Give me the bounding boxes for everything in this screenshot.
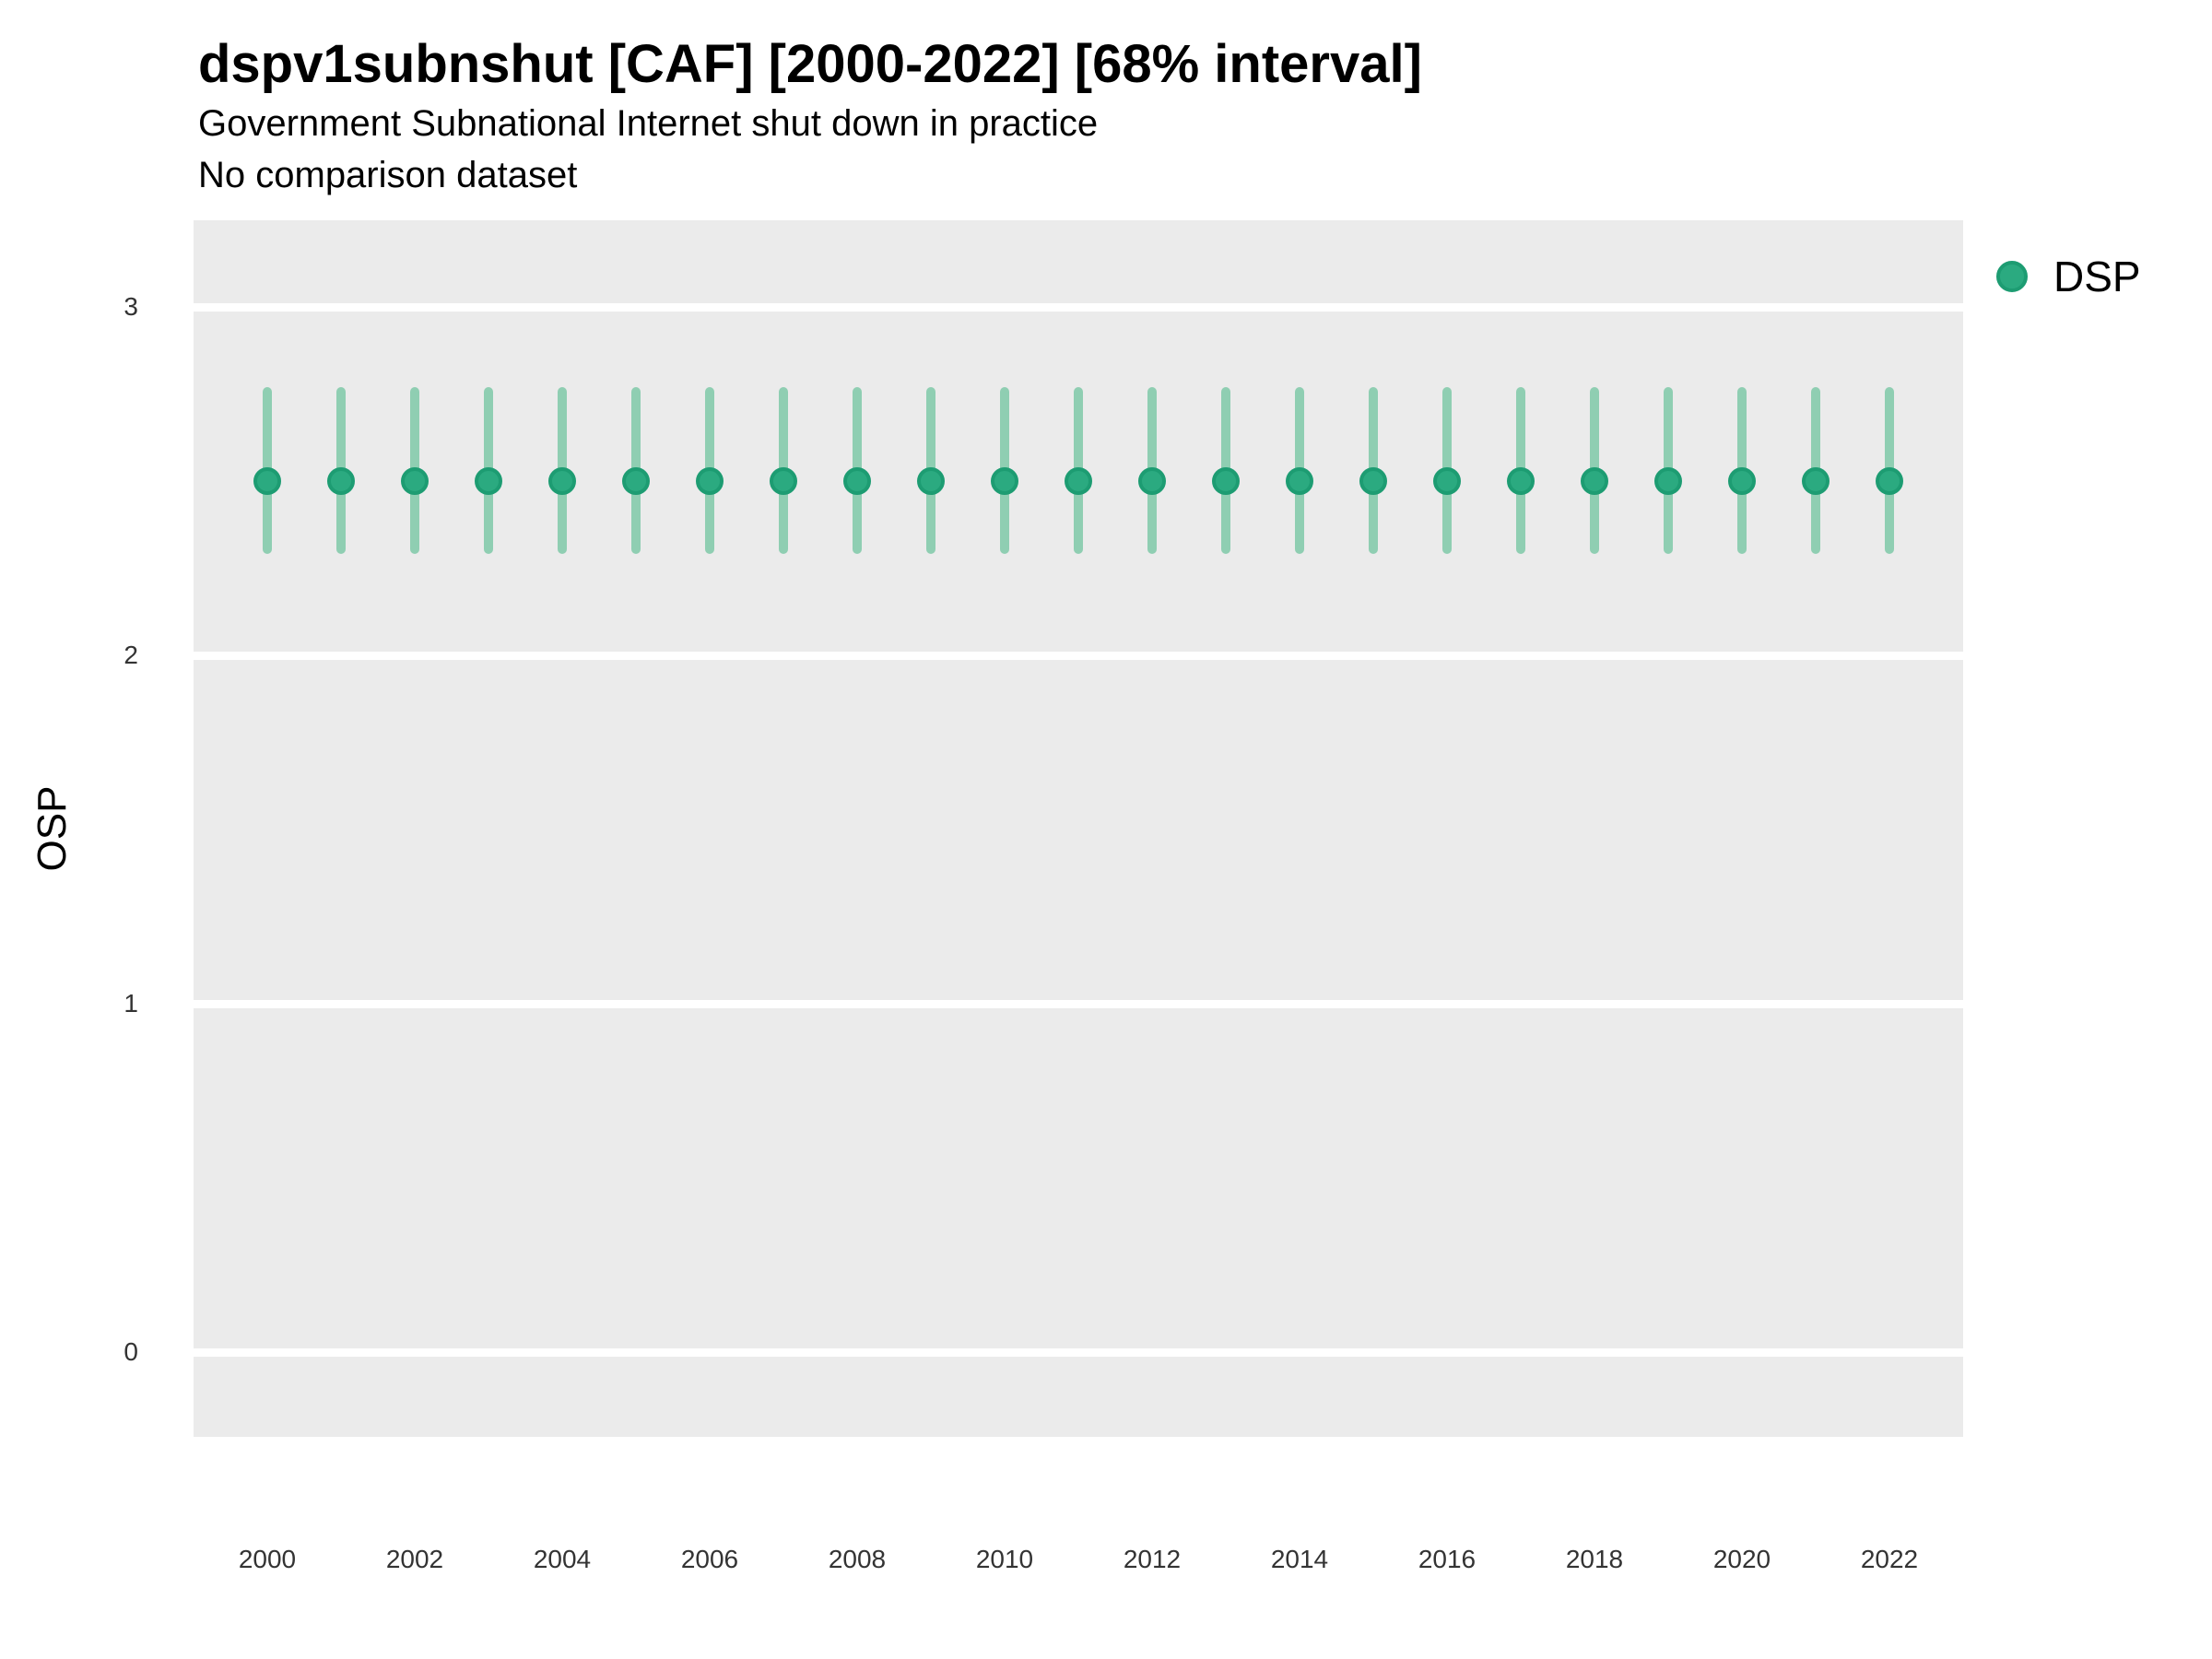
- y-tick-0: 0: [124, 1337, 138, 1366]
- x-tick-2016: 2016: [1418, 1545, 1477, 1573]
- x-tick-2018: 2018: [1565, 1545, 1624, 1573]
- data-point-2016: [1433, 467, 1461, 495]
- gridline-y-1: [194, 999, 1963, 1008]
- y-axis-label: OSP: [29, 785, 75, 872]
- data-point-2005: [622, 467, 650, 495]
- data-point-2006: [696, 467, 724, 495]
- x-tick-2000: 2000: [238, 1545, 297, 1573]
- data-point-2019: [1654, 467, 1682, 495]
- data-point-2010: [991, 467, 1018, 495]
- data-point-2015: [1359, 467, 1387, 495]
- x-tick-2012: 2012: [1123, 1545, 1182, 1573]
- data-point-2007: [770, 467, 797, 495]
- data-point-2008: [843, 467, 871, 495]
- gridline-y-2: [194, 651, 1963, 660]
- x-tick-2002: 2002: [385, 1545, 444, 1573]
- gridline-y-3: [194, 302, 1963, 312]
- data-point-2013: [1212, 467, 1240, 495]
- data-point-2018: [1581, 467, 1608, 495]
- chart-note: No comparison dataset: [198, 155, 578, 195]
- y-tick-2: 2: [124, 641, 138, 669]
- data-point-2017: [1507, 467, 1535, 495]
- gridline-y-0: [194, 1347, 1963, 1357]
- data-point-2021: [1802, 467, 1830, 495]
- x-tick-2004: 2004: [533, 1545, 592, 1573]
- data-point-2002: [401, 467, 429, 495]
- legend-label-dsp: DSP: [2053, 253, 2141, 300]
- x-tick-2022: 2022: [1860, 1545, 1919, 1573]
- y-tick-1: 1: [124, 989, 138, 1018]
- plot-panel: [194, 220, 1963, 1437]
- data-point-2004: [548, 467, 576, 495]
- data-point-2022: [1876, 467, 1903, 495]
- data-point-2011: [1065, 467, 1092, 495]
- data-point-2003: [475, 467, 502, 495]
- data-point-2020: [1728, 467, 1756, 495]
- data-point-2000: [253, 467, 281, 495]
- x-tick-2008: 2008: [828, 1545, 887, 1573]
- chart-subtitle: Government Subnational Internet shut dow…: [198, 103, 1099, 144]
- y-tick-3: 3: [124, 292, 138, 321]
- data-point-2014: [1286, 467, 1313, 495]
- data-point-2001: [327, 467, 355, 495]
- x-tick-2020: 2020: [1712, 1545, 1771, 1573]
- data-point-2012: [1138, 467, 1166, 495]
- x-tick-2014: 2014: [1270, 1545, 1329, 1573]
- x-tick-2010: 2010: [975, 1545, 1034, 1573]
- legend-marker-dsp: [1996, 261, 2028, 292]
- x-tick-2006: 2006: [680, 1545, 739, 1573]
- chart-title: dspv1subnshut [CAF] [2000-2022] [68% int…: [198, 34, 1422, 94]
- data-point-2009: [917, 467, 945, 495]
